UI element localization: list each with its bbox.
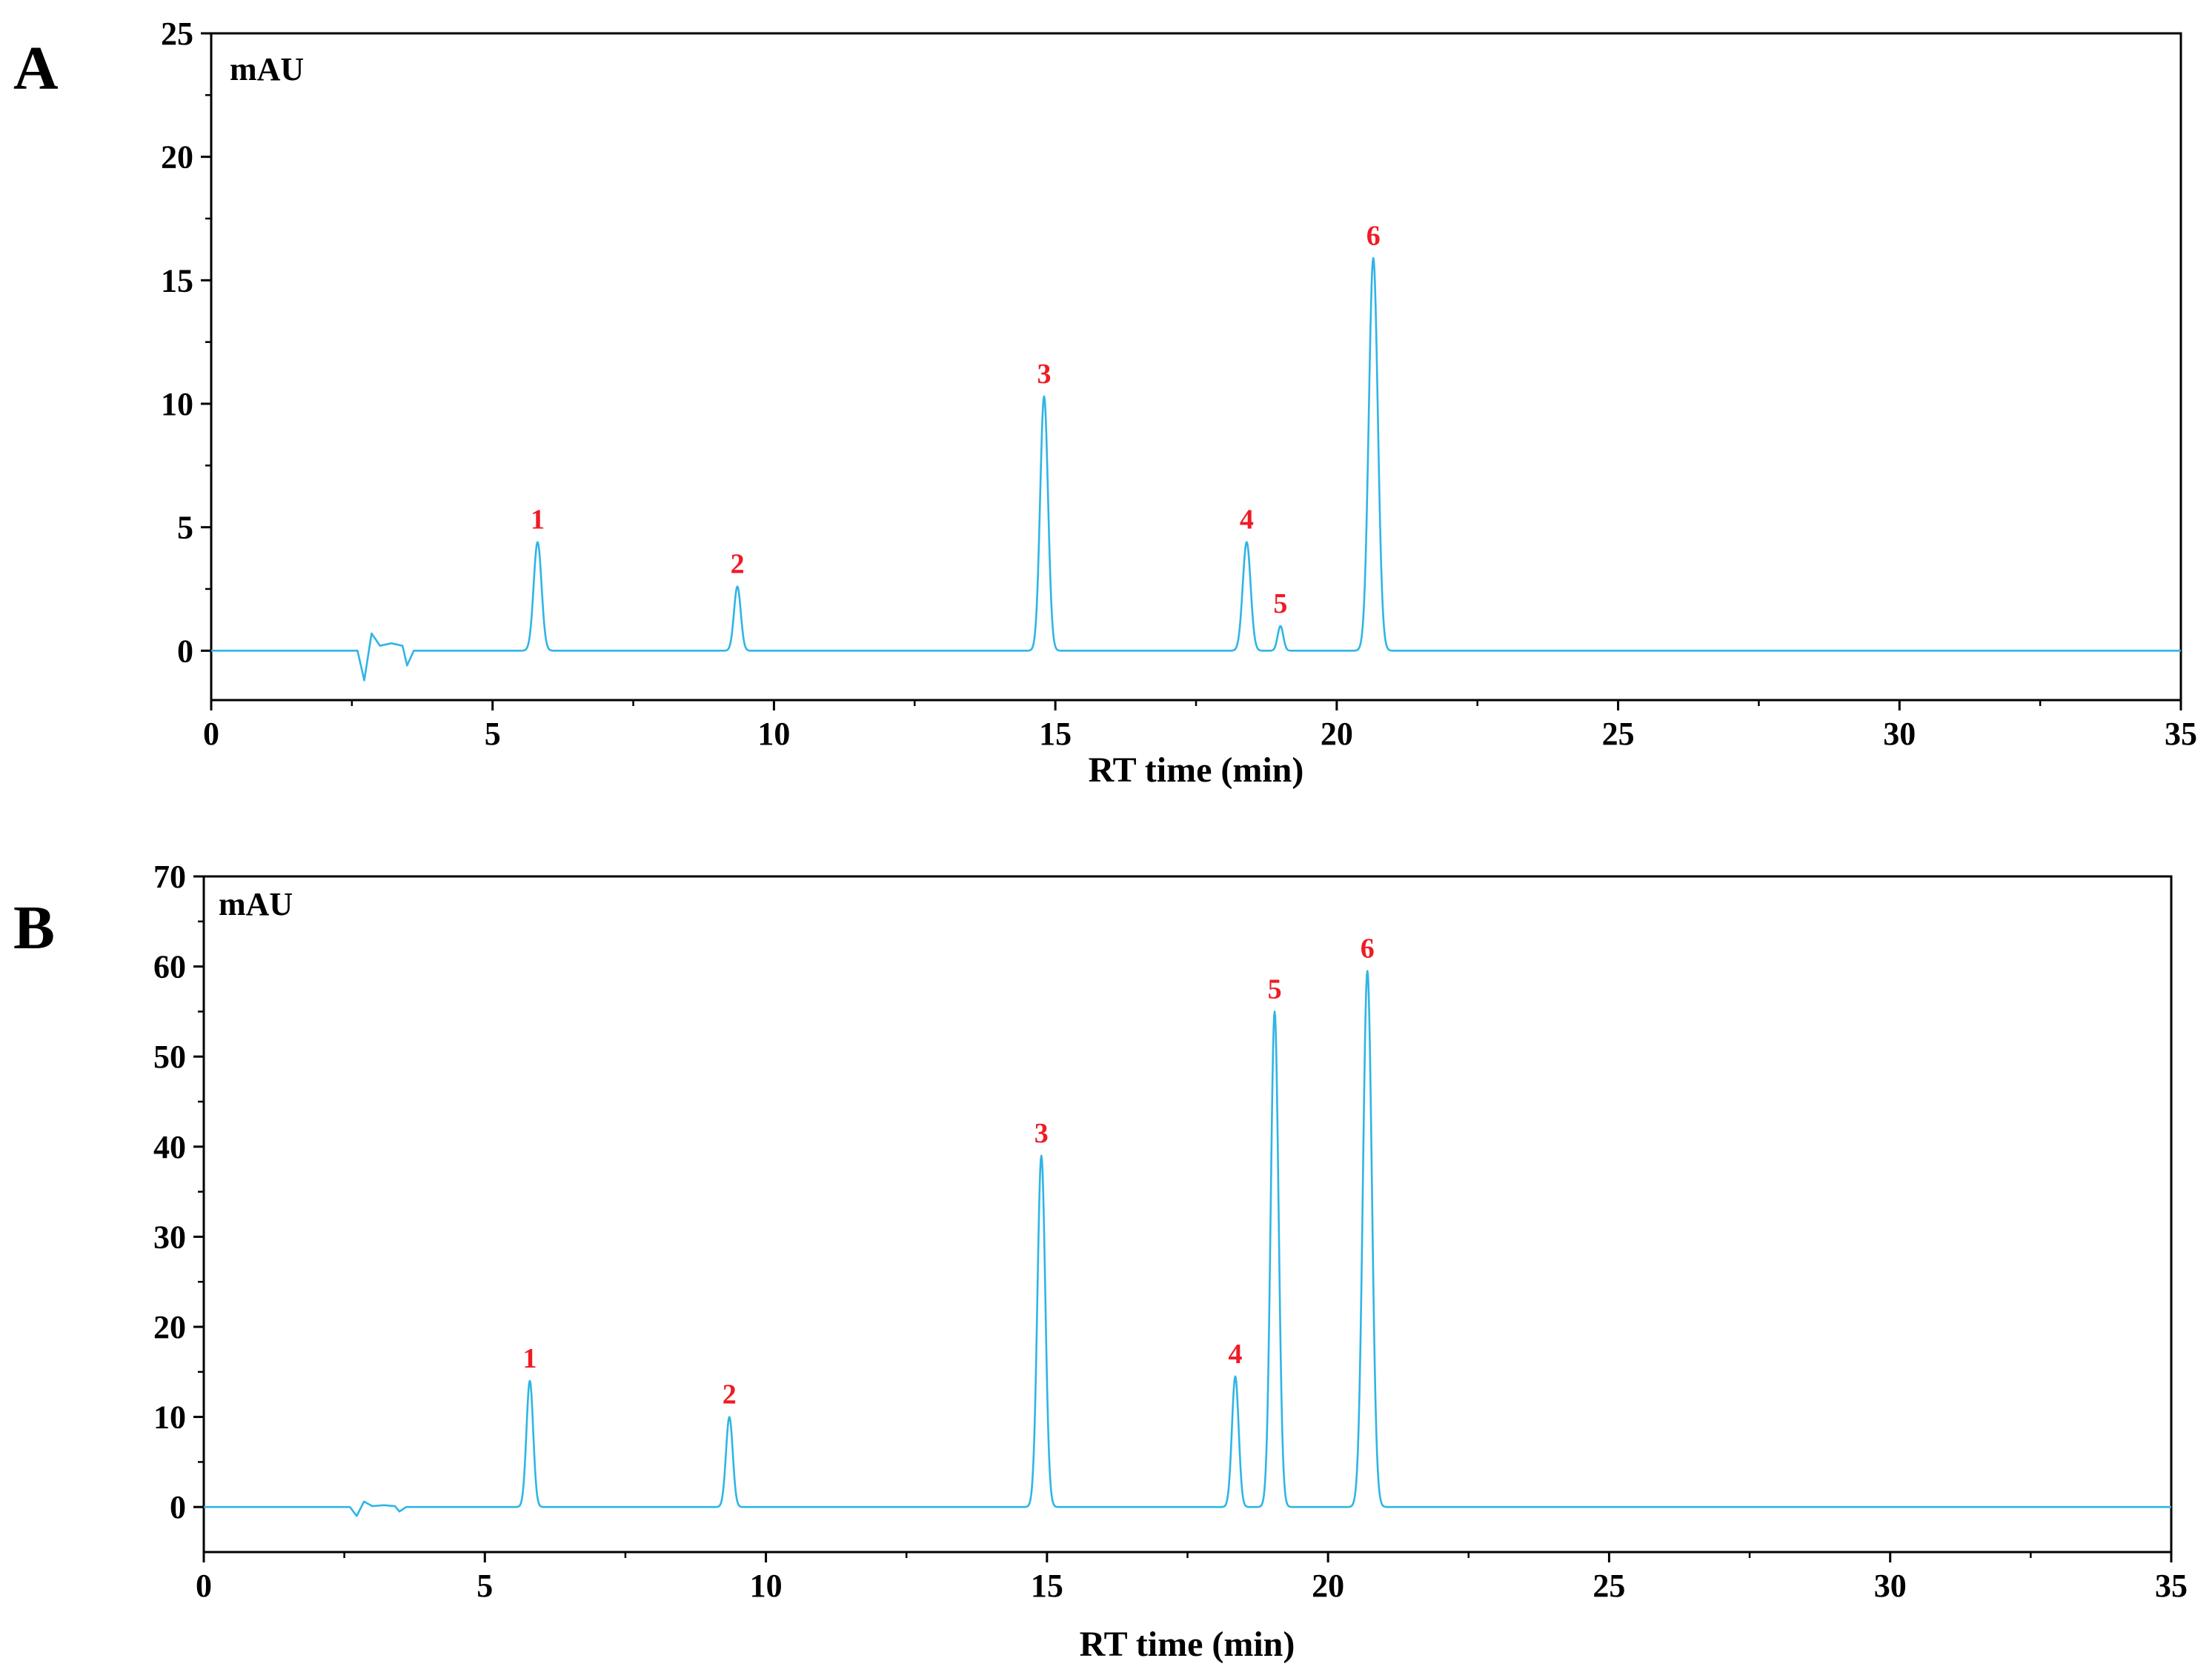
panel-a-chromatogram-trace: [210, 257, 2182, 682]
panel-a-peak-label-3: 3: [1037, 359, 1051, 390]
panel-b-y-tick-label: 0: [170, 1489, 186, 1525]
panel-b-x-axis-title: RT time (min): [1080, 1625, 1295, 1664]
panel-a-letter: A: [13, 34, 59, 103]
panel-b-y-tick-label: 70: [153, 859, 186, 895]
panel-b-peak-label-5: 5: [1268, 973, 1282, 1005]
panel-a-y-tick-label: 5: [177, 510, 193, 546]
panel-a-y-tick-label: 25: [161, 16, 193, 52]
panel-b-x-tick-label: 0: [196, 1568, 212, 1604]
panel-a-peak-label-5: 5: [1273, 588, 1287, 619]
panel-a-peak-label-6: 6: [1366, 220, 1381, 251]
panel-b-unit-label: mAU: [219, 886, 293, 922]
panel-a-x-tick-label: 5: [485, 716, 501, 752]
panel-a-y-tick-label: 0: [177, 633, 193, 669]
panel-b-chromatogram-trace: [203, 970, 2172, 1517]
panel-b-x-tick-label: 20: [1312, 1568, 1344, 1604]
panel-a-y-tick-label: 10: [161, 386, 193, 422]
panel-b-x-tick-label: 35: [2155, 1568, 2188, 1604]
panel-b-y-tick-label: 10: [153, 1399, 186, 1436]
panel-a-y-tick-label: 15: [161, 262, 193, 299]
panel-a-x-tick-label: 0: [203, 716, 219, 752]
panel-b-letter: B: [13, 893, 55, 962]
panel-a: A mAU RT time (min) 0 5 10 15 20 25 30 35051015…: [13, 16, 2197, 790]
panel-b-peak-label-3: 3: [1034, 1118, 1049, 1149]
panel-a-x-tick-label: 20: [1321, 716, 1353, 752]
panel-a-x-tick-label: 10: [757, 716, 790, 752]
panel-a-peak-label-1: 1: [531, 505, 545, 536]
panel-b-peak-label-6: 6: [1361, 933, 1375, 965]
panel-a-x-axis-title: RT time (min): [1089, 750, 1304, 790]
panel-a-peak-label-4: 4: [1240, 505, 1254, 536]
panel-b: B mAU RT time (min) 0 5 10 15 20 25 30 35010203…: [13, 859, 2188, 1664]
panel-a-y-tick-label: 20: [161, 139, 193, 176]
panel-b-x-tick-label: 30: [1874, 1568, 1907, 1604]
panel-b-y-tick-label: 60: [153, 949, 186, 985]
panel-a-peak-labels: 1 2 3 4 5 6: [531, 220, 1381, 619]
panel-b-x-tick-label: 25: [1592, 1568, 1625, 1604]
panel-a-x-tick-label: 15: [1039, 716, 1072, 752]
panel-b-y-tick-label: 20: [153, 1309, 186, 1345]
panel-b-x-tick-label: 15: [1031, 1568, 1063, 1604]
panel-b-y-tick-label: 50: [153, 1039, 186, 1075]
panel-a-x-tick-label: 30: [1883, 716, 1916, 752]
panel-a-x-tick-label: 25: [1602, 716, 1635, 752]
panel-b-x-tick-label: 5: [476, 1568, 493, 1604]
panel-b-y-tick-label: 30: [153, 1219, 186, 1255]
panel-b-peak-labels: 1 2 3 4 5 6: [522, 933, 1374, 1411]
panel-b-peak-label-2: 2: [723, 1379, 737, 1411]
panel-b-x-tick-label: 10: [750, 1568, 783, 1604]
panel-b-peak-label-4: 4: [1228, 1339, 1242, 1370]
panel-a-peak-label-2: 2: [731, 549, 745, 580]
panel-a-x-tick-label: 35: [2165, 716, 2197, 752]
panel-a-unit-label: mAU: [230, 51, 304, 87]
panel-b-peak-label-1: 1: [522, 1343, 537, 1374]
panel-b-y-tick-label: 40: [153, 1129, 186, 1165]
